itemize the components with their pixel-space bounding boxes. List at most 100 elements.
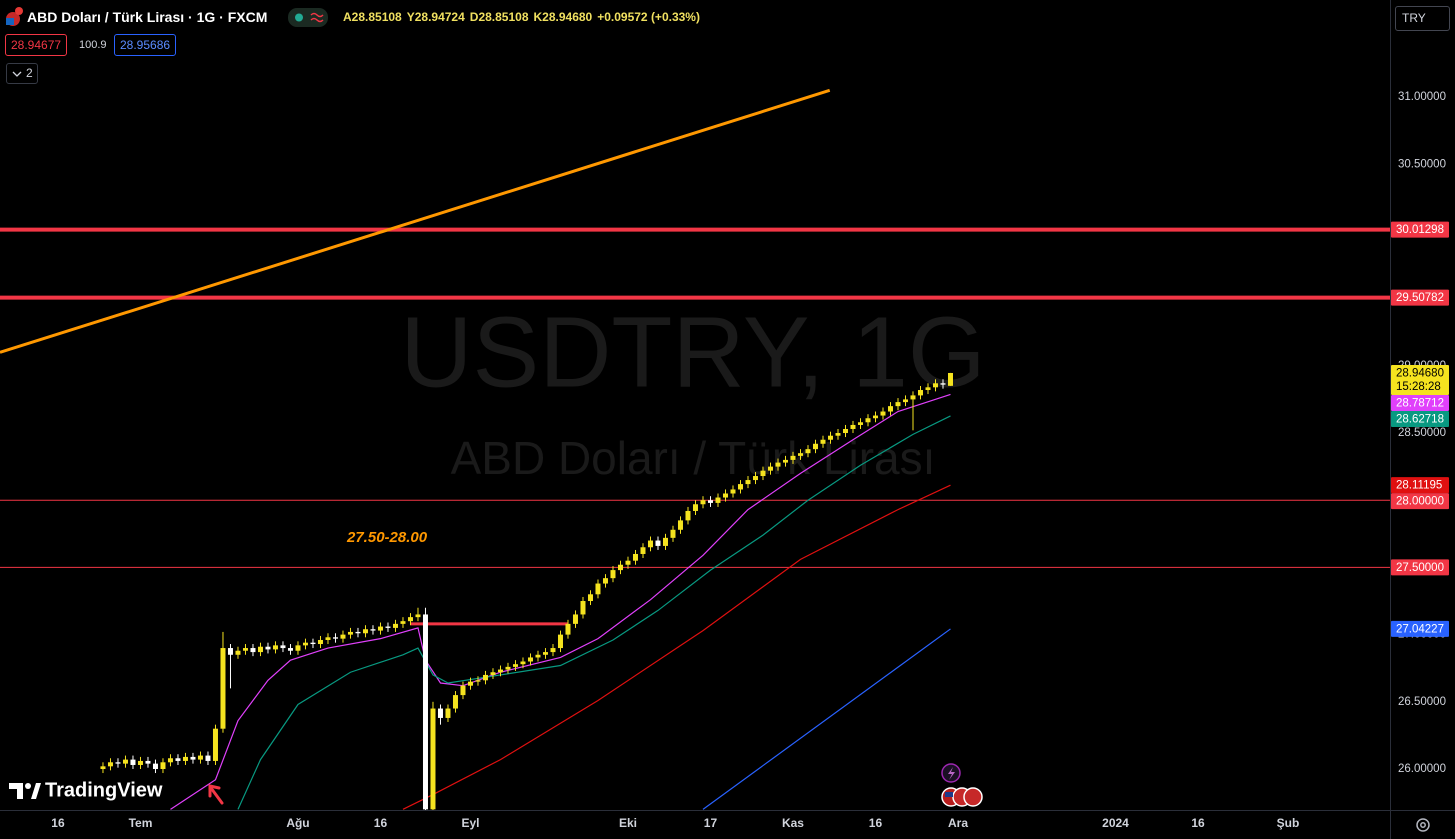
x-tick-label: 16 — [1191, 816, 1205, 830]
candle-body — [805, 449, 811, 454]
x-tick-label: Eyl — [461, 816, 479, 830]
x-tick-label: 16 — [51, 816, 65, 830]
candle-body — [250, 648, 256, 653]
candle-body — [512, 664, 518, 667]
ohlc-values: A28.85108 Y28.94724 D28.85108 K28.94680 +0.0… — [343, 10, 705, 24]
symbol-icon — [6, 7, 23, 26]
candle-body — [205, 755, 211, 761]
moving-average — [237, 415, 951, 810]
x-tick-label: Kas — [782, 816, 804, 830]
candle-body — [707, 500, 713, 503]
candle-body — [430, 708, 436, 810]
candle-body — [295, 645, 301, 651]
open-value: A28.85108 — [343, 10, 402, 24]
x-tick-label: 16 — [869, 816, 883, 830]
candle-body — [107, 762, 113, 767]
candle-body — [812, 443, 818, 450]
moving-average — [702, 628, 951, 810]
candle-body — [820, 439, 826, 444]
candle-body — [895, 402, 901, 407]
candle-body — [632, 553, 638, 561]
candle-body — [677, 520, 683, 530]
candle-body — [482, 674, 488, 681]
candle-body — [287, 648, 293, 651]
candle-body — [700, 500, 706, 505]
candle-body — [602, 578, 608, 584]
candle-body — [865, 418, 871, 423]
price-label: 28.78712 — [1396, 398, 1444, 410]
candle-body — [347, 631, 353, 635]
price-label: 27.50000 — [1396, 562, 1444, 574]
candle-body — [190, 756, 196, 760]
candle-body — [797, 453, 803, 456]
candle-body — [460, 685, 466, 696]
candle-body — [422, 614, 428, 810]
candle-body — [475, 680, 481, 682]
candle-body — [362, 629, 368, 634]
candle-body — [325, 637, 331, 640]
candle-body — [827, 435, 833, 440]
price-label-box — [1391, 289, 1449, 306]
candle-body — [857, 422, 863, 425]
price-label: 28.11195 — [1396, 480, 1442, 492]
candle-body — [760, 470, 766, 477]
candle-body — [625, 560, 631, 565]
candle-body — [167, 758, 173, 763]
candle-body — [130, 759, 136, 765]
candle-body — [662, 537, 668, 546]
candle-body — [152, 763, 158, 770]
candle-body — [550, 648, 556, 653]
indicators-toggle[interactable]: 2 — [6, 63, 38, 84]
currency-dropdown[interactable]: TRY — [1395, 6, 1450, 31]
candle-body — [880, 411, 886, 416]
candle-body — [392, 623, 398, 628]
candle-body — [497, 669, 503, 673]
candle-body — [722, 493, 728, 498]
chevron-icon — [12, 71, 22, 77]
moving-average — [402, 484, 951, 810]
candle-body — [655, 540, 661, 546]
candle-body — [535, 654, 541, 658]
candle-body — [917, 390, 923, 396]
candle-body — [730, 489, 736, 494]
price-label-box — [1391, 221, 1449, 238]
x-tick-label: Şub — [1277, 816, 1300, 830]
candle-body — [310, 642, 316, 645]
candle-body — [160, 762, 166, 770]
event-icons[interactable] — [941, 763, 983, 807]
price-label: 28.62718 — [1396, 414, 1444, 426]
candle-body — [370, 629, 376, 631]
status-pill[interactable] — [288, 8, 328, 27]
watermark-symbol: USDTRY, 1G — [400, 296, 985, 408]
candle-body — [385, 626, 391, 628]
candle-body — [692, 504, 698, 511]
candle-body — [775, 462, 781, 467]
buy-button[interactable]: 28.95686 — [114, 34, 177, 56]
candle-body — [505, 666, 511, 670]
candle-body — [527, 657, 533, 662]
x-tick-label: 16 — [374, 816, 388, 830]
candle-body — [490, 672, 496, 675]
candle-body — [272, 645, 278, 650]
candle-body — [182, 756, 188, 761]
logo: TradingView — [9, 779, 163, 801]
candle-body — [872, 415, 878, 419]
candle-body — [767, 466, 773, 471]
zone-text: 27.50-28.00 — [346, 529, 428, 546]
plot-area: 27.50-28.00 — [0, 88, 1390, 810]
candle-body — [302, 642, 308, 646]
spread: 100.9 — [79, 39, 107, 51]
candle-body — [715, 497, 721, 503]
logo-text: TradingView — [45, 779, 163, 801]
candle-body — [790, 455, 796, 460]
symbol-title[interactable]: ABD Doları / Türk Lirası · 1G · FXCM — [27, 9, 268, 25]
candle-body — [752, 476, 758, 481]
change-value: +0.09572 (+0.33%) — [597, 10, 700, 24]
candle-body — [782, 459, 788, 463]
sell-button[interactable]: 28.94677 — [5, 34, 68, 56]
candle-body — [257, 646, 263, 653]
settings-button[interactable] — [1416, 818, 1430, 832]
candle-body — [887, 406, 893, 412]
